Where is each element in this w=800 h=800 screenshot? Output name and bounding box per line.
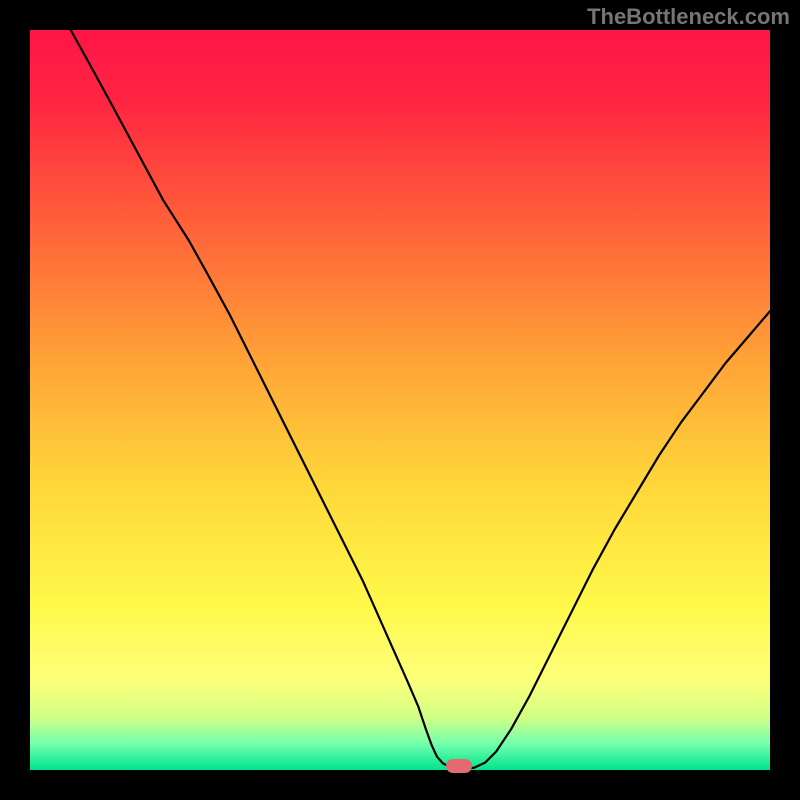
gradient-background xyxy=(30,30,770,770)
watermark-text: TheBottleneck.com xyxy=(587,4,790,30)
plot-svg xyxy=(30,30,770,770)
optimum-marker xyxy=(446,759,472,773)
chart-frame: TheBottleneck.com xyxy=(0,0,800,800)
plot-area xyxy=(30,30,770,770)
